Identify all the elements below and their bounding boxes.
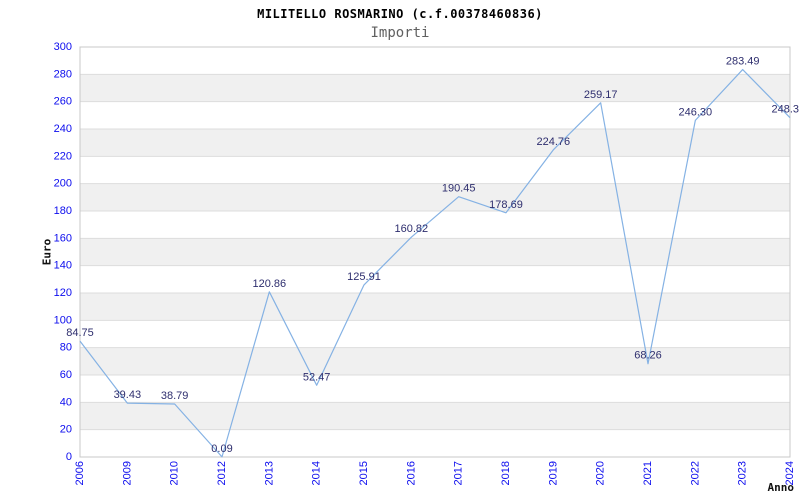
point-label: 125.91 [347,271,381,283]
x-axis-title: Anno [768,481,795,494]
x-tick-label: 2006 [74,461,86,485]
point-label: 38.79 [161,390,189,402]
y-tick-label: 60 [60,369,72,381]
plot-band [80,129,790,157]
x-tick-label: 2019 [547,461,559,485]
y-tick-label: 200 [54,178,72,190]
plot-band [80,183,790,211]
point-label: 246.30 [679,106,713,118]
point-label: 120.86 [253,278,287,290]
point-label: 68.26 [634,350,662,362]
chart-title: MILITELLO ROSMARINO (c.f.00378460836) [257,7,543,21]
point-label: 39.43 [114,389,142,401]
point-label: 259.17 [584,89,618,101]
y-tick-label: 120 [54,287,72,299]
plot-band [80,293,790,321]
y-tick-label: 140 [54,260,72,272]
x-tick-label: 2015 [358,461,370,485]
x-tick-label: 2018 [500,461,512,485]
plot-band [80,402,790,430]
point-label: 178.69 [489,199,523,211]
y-tick-label: 300 [54,41,72,53]
x-tick-label: 2023 [737,461,749,485]
y-tick-label: 220 [54,150,72,162]
y-tick-label: 180 [54,205,72,217]
plot-band [80,238,790,266]
point-label: 190.45 [442,183,476,195]
x-tick-label: 2010 [169,461,181,485]
x-tick-label: 2024 [784,461,796,485]
y-tick-label: 280 [54,68,72,80]
y-tick-label: 260 [54,96,72,108]
point-label: 52.47 [303,371,331,383]
chart-subtitle: Importi [370,25,430,41]
point-label: 283.49 [726,56,760,68]
point-label: 224.76 [537,136,571,148]
y-tick-label: 0 [66,451,72,463]
point-label: 0.09 [211,443,232,455]
y-tick-label: 100 [54,314,72,326]
y-tick-label: 40 [60,396,72,408]
point-label: 84.75 [66,327,94,339]
x-tick-label: 2009 [121,461,133,485]
plot-band [80,347,790,375]
y-tick-label: 240 [54,123,72,135]
x-tick-label: 2016 [405,461,417,485]
y-axis-title: Euro [41,238,54,265]
y-tick-label: 20 [60,424,72,436]
plot-border [79,46,791,458]
plot-band [80,74,790,102]
data-line [79,68,791,458]
point-label: 160.82 [395,223,429,235]
x-tick-label: 2012 [216,461,228,485]
point-label: 248.3 [771,104,799,116]
y-tick-label: 160 [54,232,72,244]
x-tick-label: 2014 [311,461,323,485]
x-tick-label: 2020 [595,461,607,485]
x-tick-label: 2021 [642,461,654,485]
y-tick-label: 80 [60,342,72,354]
x-tick-label: 2022 [689,461,701,485]
x-tick-label: 2017 [453,461,465,485]
x-tick-label: 2013 [263,461,275,485]
